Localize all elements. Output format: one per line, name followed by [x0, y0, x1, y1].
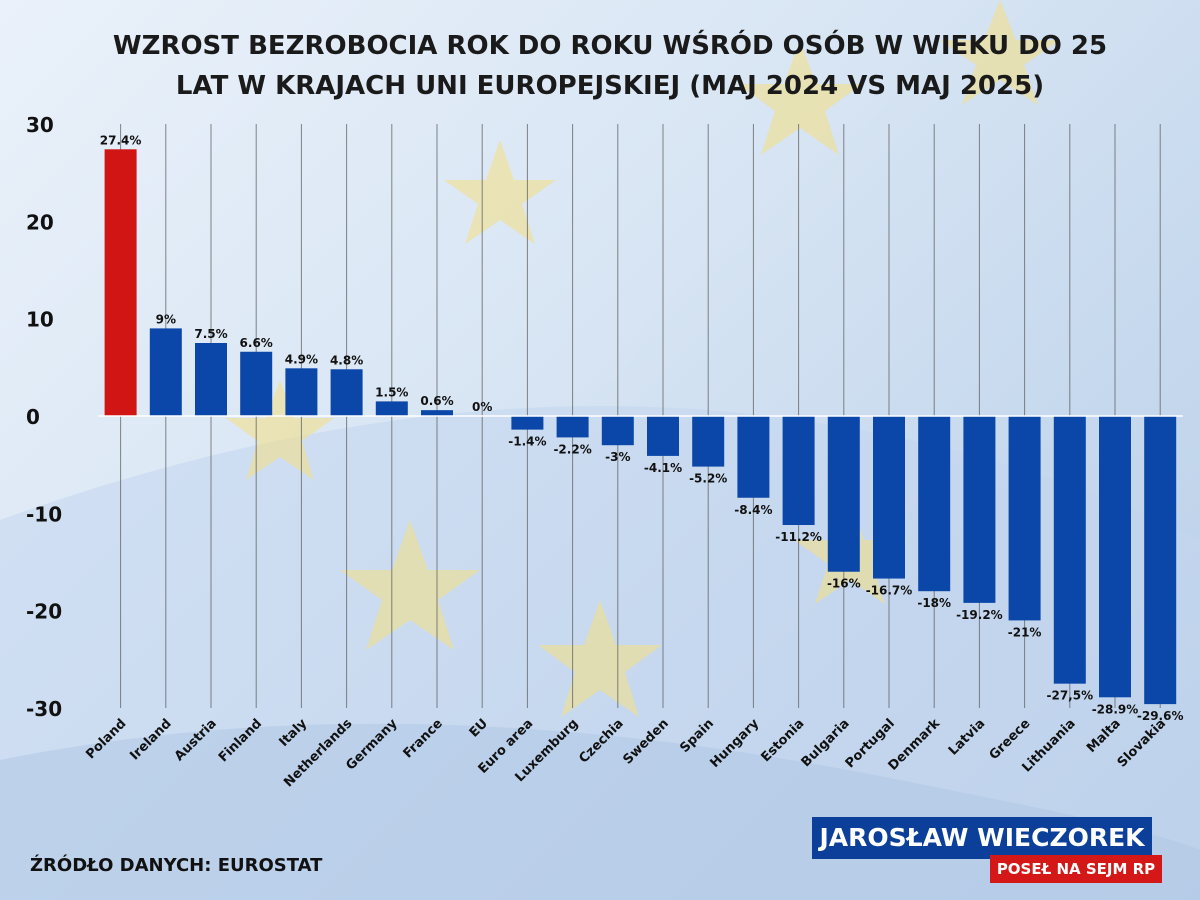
- y-tick-label: 30: [26, 113, 54, 137]
- bar-austria: [195, 343, 227, 416]
- data-label: -21%: [1008, 625, 1042, 639]
- bar-sweden: [647, 416, 679, 456]
- bar-france: [421, 410, 453, 416]
- bar-lithuania: [1053, 416, 1086, 684]
- data-label: 27.4%: [100, 133, 142, 147]
- x-tick-label: France: [401, 716, 446, 761]
- data-label: -27,5%: [1046, 689, 1093, 703]
- author-title-badge: POSEŁ NA SEJM RP: [990, 855, 1162, 883]
- x-tick-label: Czechia: [576, 716, 626, 766]
- bar-czechia: [601, 416, 634, 446]
- bar-hungary: [737, 416, 770, 498]
- x-tick-label: Ireland: [127, 716, 174, 763]
- bar-slovakia: [1144, 416, 1177, 705]
- bar-finland: [240, 351, 273, 416]
- data-label: -11.2%: [775, 530, 822, 544]
- eu-star-icon: [940, 0, 1060, 105]
- data-label: 0%: [472, 400, 492, 414]
- data-label: 0.6%: [420, 394, 453, 408]
- bar-poland: [104, 149, 137, 416]
- x-tick-label: Greece: [987, 716, 1034, 763]
- data-label: -5.2%: [689, 472, 727, 486]
- data-label: -19.2%: [956, 608, 1003, 622]
- x-tick-label: Italy: [276, 716, 310, 750]
- x-tick-label: Austria: [172, 716, 220, 764]
- bar-estonia: [782, 416, 815, 526]
- eu-star-icon: [340, 520, 480, 650]
- eu-star-icon: [538, 600, 662, 717]
- x-tick-label: Slovakia: [1115, 716, 1169, 770]
- data-label: -1.4%: [508, 435, 546, 449]
- bar-euro-area: [511, 416, 544, 430]
- y-tick-label: -10: [26, 502, 62, 526]
- bar-spain: [692, 416, 725, 467]
- data-label: -29.6%: [1137, 709, 1184, 723]
- data-label: -28.9%: [1092, 702, 1139, 716]
- x-tick-label: Malta: [1084, 716, 1124, 756]
- data-label: 4.8%: [330, 353, 363, 367]
- data-label: -16%: [827, 577, 861, 591]
- x-tick-label: Sweden: [621, 716, 672, 767]
- author-name-badge: JAROSŁAW WIECZOREK: [812, 817, 1152, 859]
- bar-portugal: [873, 416, 905, 579]
- data-label: 1.5%: [375, 385, 408, 399]
- bar-netherlands: [330, 369, 363, 416]
- bar-denmark: [918, 416, 951, 592]
- eu-star-icon: [738, 40, 862, 155]
- data-label: 9%: [156, 312, 176, 326]
- data-label: -16.7%: [866, 584, 913, 598]
- y-tick-label: -20: [26, 600, 62, 624]
- data-label: -18%: [917, 596, 951, 610]
- chart-title: WZROST BEZROBOCIA ROK DO ROKU WŚRÓD OSÓB…: [112, 31, 1108, 101]
- x-tick-label: Finland: [216, 716, 265, 765]
- data-label: -3%: [605, 450, 630, 464]
- bar-luxemburg: [556, 416, 589, 438]
- bar-germany: [375, 401, 408, 416]
- data-label: -4.1%: [644, 461, 682, 475]
- bar-ireland: [149, 328, 182, 416]
- x-tick-label: Latvia: [946, 716, 988, 758]
- data-label: 6.6%: [240, 336, 273, 350]
- eu-star-icon: [444, 140, 556, 244]
- y-tick-label: -30: [26, 697, 62, 721]
- y-tick-label: 10: [26, 308, 54, 332]
- data-labels: 27.4% 9% 7.5% 6.6% 4.9% 4.8% 1.5% 0.6% 0% -1.4% -2…: [100, 133, 1184, 723]
- data-label: -2.2%: [553, 442, 591, 456]
- bar-greece: [1008, 416, 1041, 621]
- bars: [104, 149, 1177, 705]
- data-label: 7.5%: [194, 327, 227, 341]
- bar-bulgaria: [827, 416, 860, 572]
- x-tick-label: Poland: [83, 716, 129, 762]
- y-tick-label: 0: [26, 405, 40, 429]
- x-tick-label: EU: [467, 716, 491, 740]
- data-label: 4.9%: [285, 352, 318, 366]
- x-tick-label: Spain: [677, 716, 717, 756]
- data-label: -8.4%: [734, 503, 772, 517]
- bar-italy: [285, 368, 318, 416]
- data-source: ŹRÓDŁO DANYCH: EUROSTAT: [30, 855, 323, 876]
- x-tick-label: Hungary: [708, 716, 763, 771]
- bar-latvia: [963, 416, 996, 603]
- bar-malta: [1099, 416, 1131, 698]
- y-tick-label: 20: [26, 210, 54, 234]
- eu-star-icon: [226, 380, 334, 480]
